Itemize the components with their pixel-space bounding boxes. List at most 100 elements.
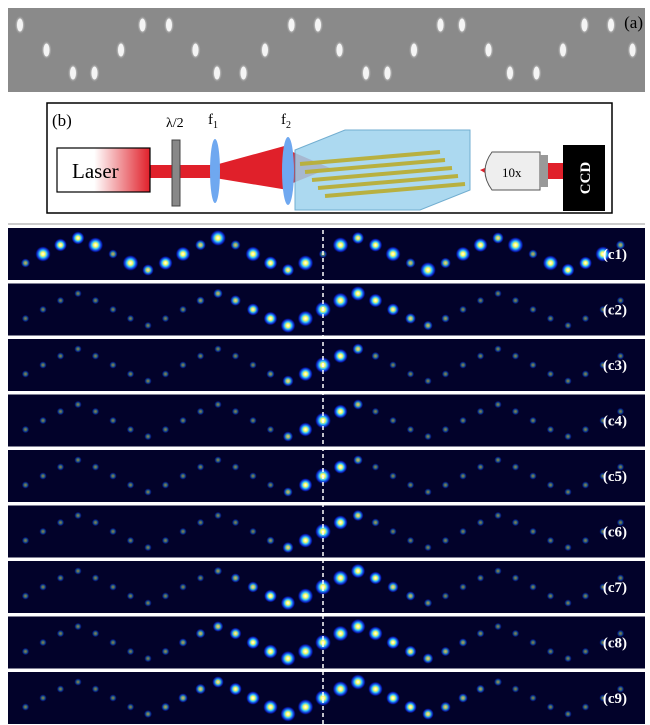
waveguide-spot xyxy=(459,19,465,32)
light-spot xyxy=(369,294,383,308)
light-spot xyxy=(543,255,558,270)
light-spot xyxy=(247,303,259,315)
light-spot xyxy=(144,377,152,385)
light-spot xyxy=(179,472,187,480)
waveguide-spot xyxy=(363,67,369,80)
panel-label: (a) xyxy=(624,13,643,32)
light-spot xyxy=(582,481,590,489)
light-spot xyxy=(547,703,555,711)
light-spot xyxy=(282,542,293,553)
light-spot xyxy=(424,544,432,552)
waveguide-spot xyxy=(241,67,247,80)
waveguide-spot xyxy=(262,44,268,57)
light-spot xyxy=(197,519,205,527)
light-spot xyxy=(371,518,379,526)
waveguide-spot xyxy=(608,19,614,32)
light-spot xyxy=(162,481,170,489)
waveguide-spot xyxy=(337,44,343,57)
light-spot xyxy=(245,246,260,261)
light-spot xyxy=(476,685,485,694)
light-spot xyxy=(298,533,313,548)
light-spot xyxy=(368,682,383,697)
light-spot xyxy=(333,681,349,697)
light-spot xyxy=(404,701,417,714)
light-spot xyxy=(333,349,348,364)
light-spot xyxy=(508,237,524,253)
light-spot xyxy=(582,703,590,711)
light-spot xyxy=(213,289,223,299)
light-spot xyxy=(144,488,152,496)
light-spot xyxy=(352,510,363,521)
panel-label: (c5) xyxy=(603,469,627,485)
light-spot xyxy=(178,693,188,703)
panel-label: (c4) xyxy=(603,414,627,430)
panel-label: (c2) xyxy=(603,303,627,319)
light-spot xyxy=(214,456,222,464)
light-spot xyxy=(458,693,468,703)
light-spot xyxy=(74,512,82,520)
light-spot xyxy=(424,599,432,607)
light-spot xyxy=(57,297,65,305)
light-spot xyxy=(92,463,100,471)
light-spot xyxy=(197,574,205,582)
light-spot xyxy=(39,472,47,480)
light-spot xyxy=(22,592,30,600)
light-spot xyxy=(477,574,485,582)
light-spot xyxy=(442,537,450,545)
light-spot xyxy=(298,255,314,271)
light-spot xyxy=(74,567,82,575)
light-spot xyxy=(74,290,82,298)
light-spot xyxy=(564,655,572,663)
light-spot xyxy=(512,685,520,693)
panel-c: (c1)(c2)(c3)(c4)(c5)(c6)(c7)(c8)(c9) xyxy=(8,223,645,725)
light-spot xyxy=(247,581,258,592)
light-spot xyxy=(109,694,117,702)
lens-subscript: 1 xyxy=(213,120,218,131)
light-spot xyxy=(22,370,30,378)
light-spot xyxy=(459,638,468,647)
light-spot xyxy=(529,528,537,536)
light-spot xyxy=(162,648,170,656)
light-spot xyxy=(407,537,415,545)
light-spot xyxy=(92,408,100,416)
light-spot xyxy=(57,519,65,527)
light-spot xyxy=(547,592,555,600)
waveguide-spot xyxy=(507,67,513,80)
light-spot xyxy=(179,583,187,591)
light-spot xyxy=(459,583,467,591)
light-spot xyxy=(162,315,170,323)
light-spot xyxy=(371,352,379,360)
light-spot xyxy=(22,481,30,489)
light-spot xyxy=(162,537,170,545)
waveguide-spot xyxy=(289,19,295,32)
light-spot xyxy=(512,519,520,527)
light-spot xyxy=(230,295,241,306)
panel-label: (b) xyxy=(52,111,72,130)
light-spot xyxy=(389,417,397,425)
light-spot xyxy=(214,401,222,409)
light-spot xyxy=(389,528,397,536)
light-spot xyxy=(298,311,314,327)
light-spot xyxy=(352,343,363,354)
light-spot xyxy=(459,361,467,369)
light-spot xyxy=(405,313,416,324)
light-spot xyxy=(579,256,592,269)
light-spot xyxy=(246,636,259,649)
light-spot xyxy=(22,315,30,323)
light-spot xyxy=(231,573,241,583)
light-spot xyxy=(529,694,537,702)
light-spot xyxy=(39,583,47,591)
light-spot xyxy=(473,238,487,252)
light-spot xyxy=(92,519,100,527)
light-spot xyxy=(512,352,520,360)
light-spot xyxy=(109,528,117,536)
light-spot xyxy=(333,237,349,253)
light-spot xyxy=(109,583,117,591)
waveguide-spot xyxy=(411,44,417,57)
light-spot xyxy=(263,700,278,715)
light-spot xyxy=(333,515,348,530)
light-spot xyxy=(246,691,260,705)
light-spot xyxy=(161,703,170,712)
light-spot xyxy=(232,408,240,416)
light-spot xyxy=(582,648,590,656)
